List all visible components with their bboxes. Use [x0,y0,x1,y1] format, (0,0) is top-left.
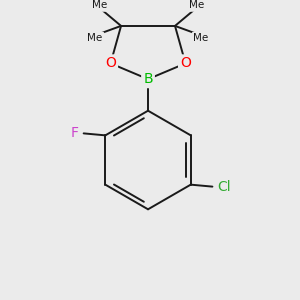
Text: Me: Me [88,33,103,43]
Text: O: O [105,56,116,70]
Text: F: F [71,126,79,140]
Text: Cl: Cl [217,180,231,194]
Text: Me: Me [193,33,208,43]
Text: Me: Me [188,0,204,10]
Text: B: B [143,72,153,86]
Text: Me: Me [92,0,107,10]
Text: O: O [180,56,191,70]
